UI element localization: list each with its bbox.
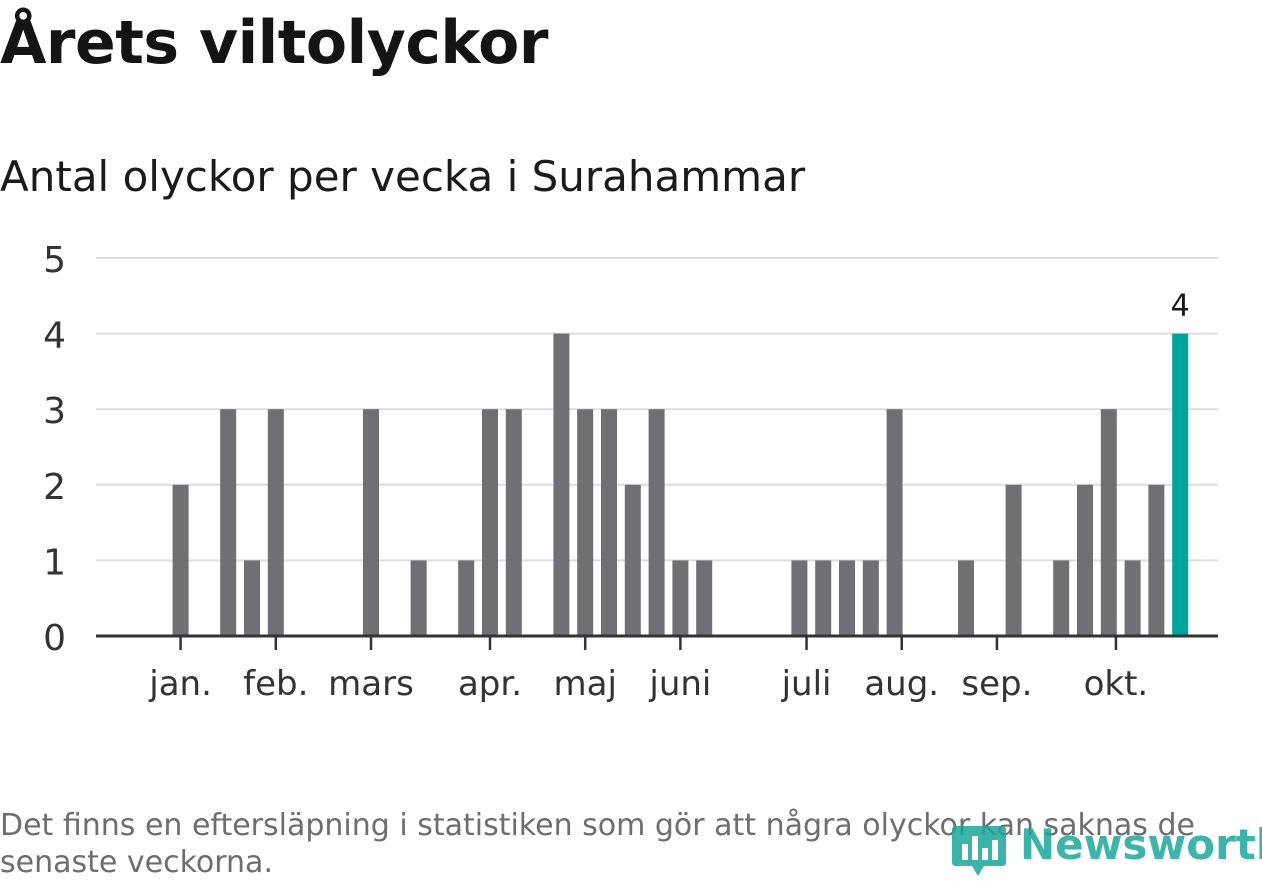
y-tick-label: 1: [43, 542, 66, 583]
bar: [267, 409, 284, 636]
bar-chart: 0 1 2 3 4 5 4 jan. feb. mars apr. maj juni juli aug. se…: [43, 240, 1218, 704]
bar: [815, 560, 832, 636]
bar: [1124, 560, 1141, 636]
bar: [791, 560, 808, 636]
x-tick-label: aug.: [864, 664, 939, 704]
highlight-data-label: 4: [1171, 289, 1190, 324]
bar: [839, 560, 855, 636]
y-tick-label: 4: [43, 316, 66, 357]
bar: [505, 409, 522, 636]
x-tick-label: okt.: [1084, 664, 1149, 704]
bar: [696, 560, 713, 636]
bar: [1148, 484, 1165, 636]
bar: [862, 560, 879, 636]
y-tick-label: 0: [43, 618, 66, 659]
bar: [1100, 409, 1117, 636]
y-tick-label: 5: [43, 240, 66, 281]
bar: [410, 560, 427, 636]
x-tick-label: mars: [328, 664, 414, 704]
bar: [172, 484, 189, 636]
bar: [577, 409, 594, 636]
bar: [220, 409, 237, 636]
x-tick-label: sep.: [961, 664, 1032, 704]
bar: [363, 409, 379, 636]
x-tick-label: juni: [648, 664, 711, 704]
bar: [1077, 484, 1093, 636]
chart-subtitle: Antal olyckor per vecka i Surahammar: [0, 152, 806, 201]
bar: [458, 560, 475, 636]
x-tick-label: jan.: [148, 664, 212, 704]
x-tick-label: juli: [781, 664, 832, 704]
bar: [624, 484, 641, 636]
bar: [482, 409, 498, 636]
x-tick-label: maj: [553, 664, 616, 704]
bar: [1005, 484, 1022, 636]
bar: [244, 560, 260, 636]
highlight-bar: [1172, 333, 1189, 636]
bar: [553, 333, 570, 636]
bar: [958, 560, 974, 636]
y-tick-label: 2: [43, 467, 66, 508]
bar: [648, 409, 665, 636]
bar-chart-pin-icon: [952, 826, 1006, 876]
bar: [1053, 560, 1070, 636]
chart-title: Årets viltolyckor: [0, 8, 549, 78]
bar: [601, 409, 617, 636]
y-tick-label: 3: [43, 391, 66, 432]
bar: [886, 409, 903, 636]
bar: [672, 560, 689, 636]
x-tick-label: feb.: [243, 664, 308, 704]
x-tick-label: apr.: [458, 664, 522, 704]
brand-name: Newsworthy: [1020, 820, 1262, 869]
